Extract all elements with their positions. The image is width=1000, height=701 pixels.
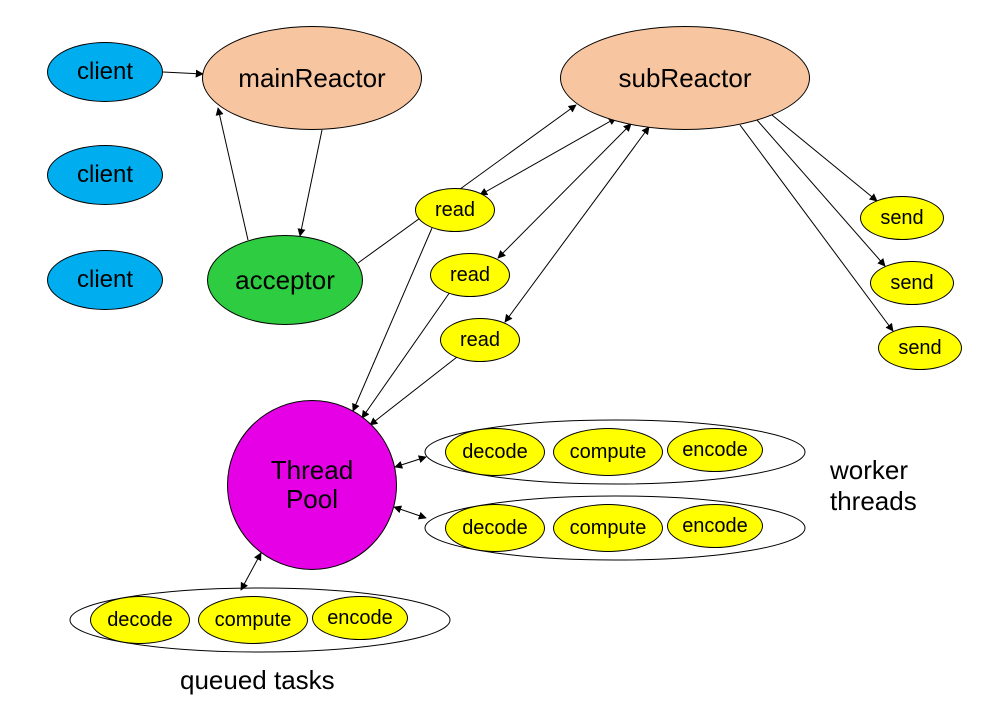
pipeline-worker2-step-1: compute — [553, 504, 663, 552]
edge-acceptor-subReactor — [358, 105, 576, 263]
node-client3: client — [47, 250, 163, 310]
node-client1: client — [47, 42, 163, 102]
pipeline-queued-step-2: encode — [312, 596, 408, 640]
label-worker-threads: worker threads — [830, 455, 917, 517]
edge-acceptor-mainReactor — [218, 108, 248, 240]
edge-threadpool-queued — [241, 553, 261, 590]
edge-threadpool-worker2 — [394, 507, 426, 518]
node-subReactor: subReactor — [560, 26, 810, 130]
pipeline-worker1-step-0: decode — [445, 428, 545, 476]
label-queued-tasks: queued tasks — [180, 665, 335, 696]
edge-subReactor-read1 — [480, 118, 616, 195]
pipeline-queued-step-0: decode — [90, 596, 190, 644]
edge-threadpool-worker1 — [395, 457, 426, 467]
pipeline-worker1-step-2: encode — [667, 428, 763, 472]
node-send2: send — [870, 261, 954, 305]
pipeline-worker2-step-0: decode — [445, 504, 545, 552]
node-send3: send — [878, 326, 962, 370]
edge-mainReactor-acceptor — [300, 130, 322, 236]
pipeline-worker2-step-2: encode — [667, 504, 763, 548]
edge-read3-threadpool — [370, 357, 457, 425]
edge-client1-mainReactor — [163, 72, 203, 74]
edge-read2-threadpool — [362, 292, 450, 418]
node-threadpool: Thread Pool — [227, 400, 397, 570]
edge-read1-threadpool — [353, 228, 432, 411]
node-acceptor: acceptor — [207, 235, 363, 325]
node-send1: send — [860, 196, 944, 240]
pipeline-worker1-step-1: compute — [553, 428, 663, 476]
pipeline-queued-step-1: compute — [198, 596, 308, 644]
node-read1: read — [415, 188, 495, 232]
edge-subReactor-send1 — [772, 115, 877, 201]
node-read2: read — [430, 253, 510, 297]
node-read3: read — [440, 318, 520, 362]
edge-subReactor-send2 — [757, 120, 885, 266]
node-mainReactor: mainReactor — [202, 26, 422, 130]
edge-subReactor-read2 — [498, 124, 631, 258]
edge-subReactor-read3 — [505, 127, 649, 322]
node-client2: client — [47, 145, 163, 205]
